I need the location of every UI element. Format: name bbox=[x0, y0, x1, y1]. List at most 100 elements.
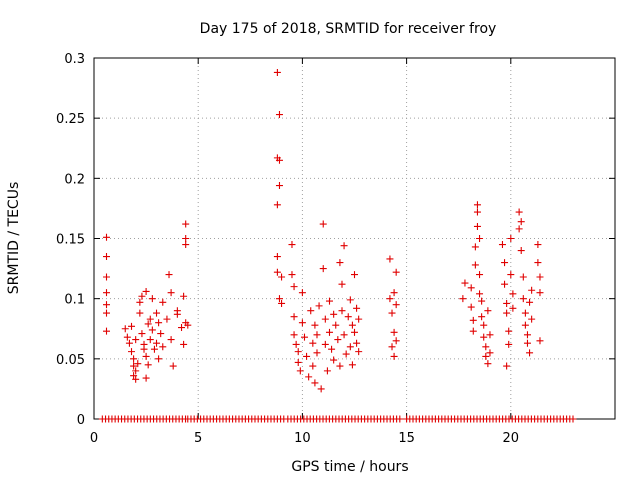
data-point bbox=[305, 373, 313, 381]
data-point bbox=[159, 298, 167, 306]
y-tick-label: 0.05 bbox=[56, 353, 85, 368]
data-point bbox=[155, 355, 163, 363]
data-point bbox=[392, 301, 400, 309]
data-point bbox=[125, 339, 133, 347]
data-point bbox=[526, 298, 534, 306]
data-point bbox=[517, 247, 525, 255]
data-point bbox=[138, 330, 146, 338]
x-tick-label: 15 bbox=[398, 431, 415, 446]
data-point bbox=[392, 337, 400, 345]
data-point bbox=[325, 328, 333, 336]
data-point bbox=[182, 235, 190, 242]
data-point bbox=[275, 111, 283, 119]
data-point bbox=[509, 304, 517, 312]
data-point bbox=[521, 321, 529, 329]
data-point bbox=[321, 340, 329, 348]
data-point bbox=[344, 313, 352, 321]
data-point bbox=[134, 360, 142, 368]
data-point bbox=[128, 348, 136, 356]
data-point bbox=[484, 307, 492, 315]
data-point bbox=[342, 350, 350, 358]
data-point bbox=[330, 310, 338, 318]
data-point bbox=[517, 218, 525, 226]
data-point bbox=[275, 182, 283, 190]
data-point bbox=[144, 320, 152, 328]
data-point bbox=[103, 289, 111, 297]
data-point bbox=[478, 297, 486, 305]
data-point bbox=[273, 201, 281, 209]
data-point bbox=[130, 362, 138, 370]
x-tick-label: 10 bbox=[294, 431, 311, 446]
data-point bbox=[298, 289, 306, 297]
data-point bbox=[528, 315, 536, 323]
data-point bbox=[484, 360, 492, 368]
data-point bbox=[480, 321, 488, 329]
data-point bbox=[461, 279, 469, 287]
x-tick-label: 20 bbox=[503, 431, 520, 446]
data-point bbox=[140, 345, 148, 353]
data-point bbox=[473, 201, 481, 209]
data-point bbox=[521, 309, 529, 317]
data-point bbox=[338, 307, 346, 315]
data-point bbox=[150, 345, 158, 353]
data-point bbox=[334, 336, 342, 344]
data-point bbox=[390, 289, 398, 297]
data-point bbox=[536, 273, 544, 281]
data-point bbox=[482, 352, 490, 360]
x-tick-label: 5 bbox=[194, 431, 202, 446]
data-point bbox=[486, 331, 494, 339]
data-point bbox=[505, 340, 513, 348]
y-tick-label: 0.3 bbox=[64, 52, 85, 67]
data-point bbox=[355, 348, 363, 356]
data-point bbox=[486, 349, 494, 357]
data-point bbox=[482, 343, 490, 351]
data-point bbox=[278, 299, 286, 307]
data-point bbox=[501, 259, 509, 267]
data-point bbox=[353, 339, 361, 347]
data-point bbox=[390, 352, 398, 360]
data-point bbox=[346, 343, 354, 351]
data-point bbox=[130, 355, 138, 363]
data-point bbox=[278, 273, 286, 281]
data-point bbox=[480, 333, 488, 341]
data-point bbox=[536, 337, 544, 345]
data-point bbox=[132, 367, 140, 375]
data-point bbox=[290, 313, 298, 321]
data-point bbox=[459, 295, 467, 303]
data-point bbox=[515, 208, 523, 216]
data-point bbox=[290, 331, 298, 339]
y-axis-label: SRMTID / TECUs bbox=[6, 182, 22, 295]
data-point bbox=[319, 265, 327, 273]
data-point bbox=[123, 333, 131, 341]
data-point bbox=[298, 319, 306, 327]
data-point bbox=[167, 289, 175, 297]
x-axis-ticks: 0 5 10 15 20 bbox=[90, 58, 519, 446]
data-point bbox=[351, 328, 358, 336]
data-point bbox=[471, 243, 479, 251]
data-point bbox=[103, 253, 111, 261]
data-point bbox=[328, 345, 336, 353]
data-point bbox=[503, 362, 511, 370]
data-point bbox=[103, 327, 111, 335]
data-point bbox=[469, 316, 477, 324]
data-point bbox=[315, 302, 323, 310]
data-point bbox=[509, 290, 517, 298]
data-point bbox=[467, 284, 475, 292]
data-point bbox=[180, 292, 188, 300]
data-point bbox=[275, 295, 283, 303]
data-point bbox=[478, 313, 486, 321]
data-point bbox=[142, 374, 150, 382]
y-tick-label: 0.1 bbox=[64, 293, 85, 308]
data-point bbox=[319, 220, 327, 228]
data-point bbox=[146, 336, 154, 344]
data-point bbox=[526, 349, 534, 357]
data-point bbox=[336, 362, 344, 370]
data-point bbox=[275, 156, 283, 164]
data-point bbox=[346, 296, 354, 304]
data-point bbox=[103, 309, 111, 317]
data-point bbox=[132, 336, 140, 344]
data-point bbox=[169, 362, 177, 370]
data-point bbox=[469, 327, 477, 335]
data-point bbox=[300, 333, 308, 341]
data-point bbox=[323, 367, 331, 375]
